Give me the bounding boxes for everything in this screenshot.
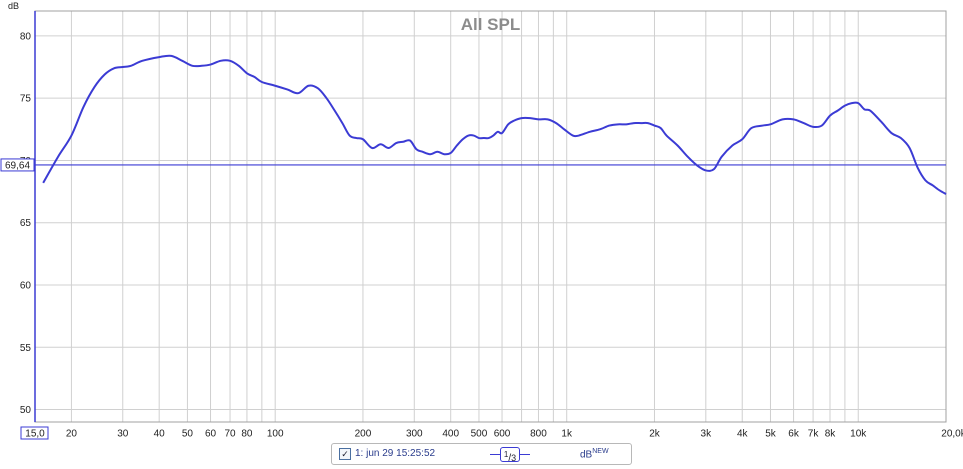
y-tick-label: 65 — [20, 218, 32, 229]
x-tick-label: 60 — [205, 429, 217, 440]
x-tick-label: 600 — [494, 429, 511, 440]
chart-title: All SPL — [461, 15, 521, 34]
x-tick-labels: 15,0 20 30 40 50 60 70 80 100 200 300 400 500 600 800 1… — [20, 426, 963, 440]
x-tick-label: 80 — [241, 429, 253, 440]
y-tick-label: 80 — [20, 31, 32, 42]
spl-series-line — [42, 54, 947, 195]
grid-lines — [35, 11, 946, 422]
smoothing-numerator: 1 — [503, 450, 509, 459]
x-tick-label: 4k — [737, 429, 749, 440]
x-tick-label: 10k — [850, 429, 867, 440]
x-start-label: 15,0 — [25, 429, 45, 440]
y-tick-label: 55 — [20, 343, 32, 354]
y-axis-unit-label: dB — [8, 1, 19, 11]
x-tick-label: 7k — [808, 429, 820, 440]
smoothing-denominator: 3 — [511, 453, 517, 463]
x-tick-label: 3k — [701, 429, 713, 440]
x-tick-label: 400 — [442, 429, 459, 440]
x-tick-label: 100 — [267, 429, 284, 440]
smoothing-fraction[interactable]: 1/3 — [500, 447, 520, 464]
y-tick-labels: 50556065707580 — [20, 31, 32, 416]
x-tick-label: 8k — [825, 429, 837, 440]
plot-area[interactable] — [34, 10, 947, 423]
unit-main: dB — [580, 449, 593, 461]
level-cursor[interactable]: 69,64 — [0, 11, 946, 422]
fraction-slash: / — [508, 453, 512, 464]
unit-selector[interactable]: dBNEW — [580, 448, 609, 460]
y-tick-label: 75 — [20, 94, 32, 105]
x-tick-label: 40 — [154, 429, 166, 440]
x-tick-label: 1k — [561, 429, 573, 440]
x-tick-label: 30 — [117, 429, 129, 440]
series-layer — [42, 54, 947, 195]
x-tick-label: 70 — [224, 429, 236, 440]
x-tick-label: 6k — [788, 429, 800, 440]
x-tick-label: 2k — [649, 429, 661, 440]
x-start-box — [20, 426, 49, 440]
x-tick-label: 500 — [471, 429, 488, 440]
series-visibility-checkbox[interactable]: ✓ — [339, 448, 351, 460]
x-tick-label: 800 — [530, 429, 547, 440]
series-label[interactable]: 1: jun 29 15:25:52 — [355, 448, 436, 459]
y-tick-label: 50 — [20, 405, 32, 416]
x-tick-label: 200 — [355, 429, 372, 440]
x-start-readout[interactable]: 15,0 — [20, 426, 49, 440]
cursor-readout-label: 69,64 — [5, 160, 30, 171]
x-tick-label: 20 — [66, 429, 78, 440]
cursor-readout-box — [0, 158, 35, 172]
x-tick-label: 20,0k Hz — [941, 429, 963, 440]
unit-superscript: NEW — [592, 448, 609, 455]
y-tick-label: 60 — [20, 281, 32, 292]
x-tick-label: 5k — [765, 429, 777, 440]
smoothing-control[interactable]: 1/3 — [490, 446, 530, 464]
x-tick-label: 300 — [406, 429, 423, 440]
legend-bar: ✓ 1: jun 29 15:25:52 1/3 dBNEW — [331, 443, 632, 465]
x-tick-label: 50 — [182, 429, 194, 440]
